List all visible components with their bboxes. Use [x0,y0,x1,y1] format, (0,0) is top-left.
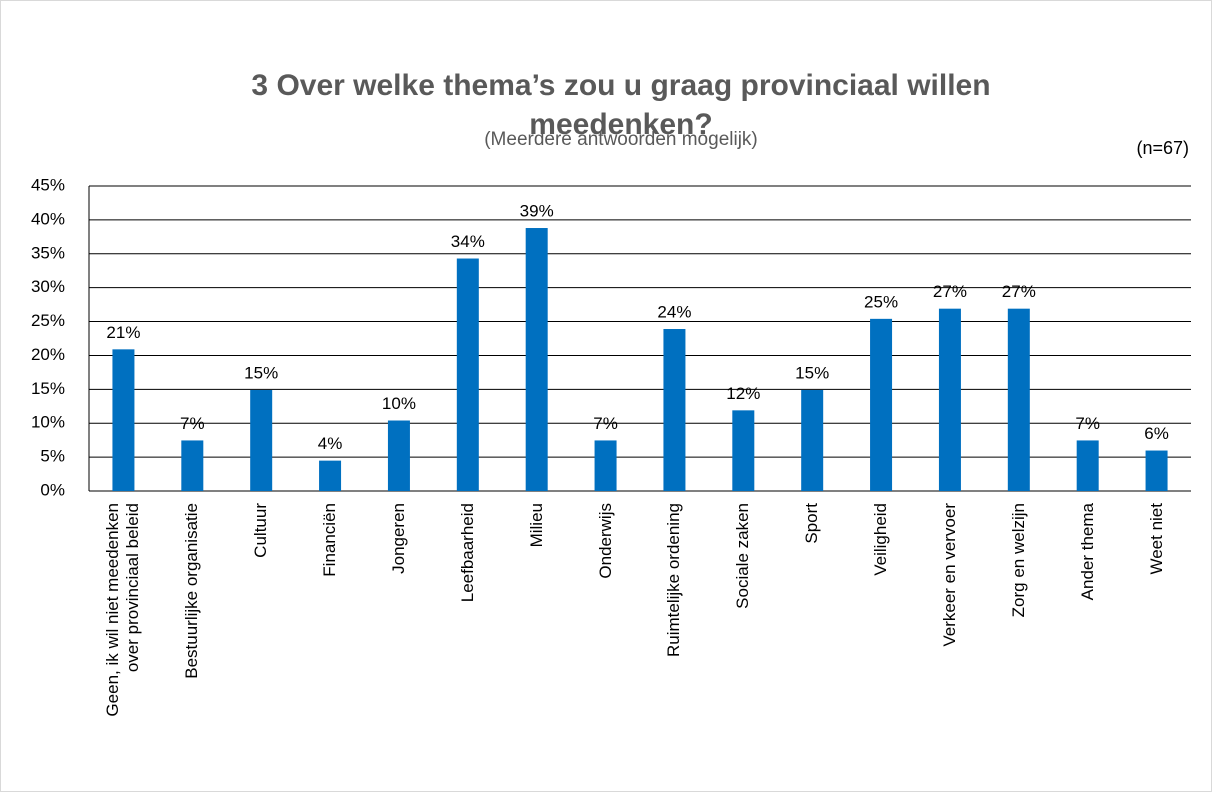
data-label: 24% [657,302,691,321]
data-label: 21% [106,323,140,342]
bar [870,318,893,491]
bar [732,410,755,491]
x-tick-label: Milieu [526,503,546,548]
x-tick-label: Ander thema [1077,503,1097,601]
x-tick-label: Zorg en welzijn [1008,503,1028,618]
x-tick-label: Bestuurlijke organisatie [182,503,202,679]
y-tick-label: 0% [40,480,65,499]
chart-title-line-2: meedenken? [529,108,712,141]
bar [1145,450,1168,491]
bar [319,460,342,491]
bar [525,228,548,491]
bar [1007,308,1030,491]
bar [938,308,961,491]
y-tick-label: 30% [31,277,65,296]
x-tick-label: Cultuur [251,503,271,558]
data-label: 15% [795,363,829,382]
data-label: 27% [933,282,967,301]
x-tick-label: Sport [802,503,822,544]
data-label: 6% [1144,424,1169,443]
bar [801,390,824,491]
bar [594,440,617,491]
bar [250,390,273,491]
x-tick-label: Geen, ik wil niet meedenken over provinc… [103,503,143,717]
data-label: 15% [244,363,278,382]
data-label: 7% [593,414,618,433]
bar [456,258,479,491]
y-tick-label: 35% [31,243,65,262]
x-tick-label: Veiligheid [871,503,891,576]
bar [387,420,410,491]
bar [663,329,686,491]
data-label: 27% [1002,282,1036,301]
data-label: 12% [726,384,760,403]
data-label: 7% [180,414,205,433]
y-tick-label: 40% [31,209,65,228]
x-tick-label: Leefbaarheid [457,503,477,603]
y-tick-label: 25% [31,311,65,330]
data-label: 25% [864,292,898,311]
x-tick-label: Onderwijs [595,503,615,579]
x-tick-label: Weet niet [1146,503,1166,575]
data-label: 7% [1075,414,1100,433]
data-label: 10% [382,394,416,413]
chart-title-line-1: 3 Over welke thema’s zou u graag provinc… [251,69,990,102]
x-tick-label: Ruimtelijke ordening [664,503,684,658]
x-tick-label: Sociale zaken [733,503,753,609]
y-tick-label: 5% [40,447,65,466]
y-tick-label: 45% [31,175,65,194]
data-label: 34% [451,232,485,251]
x-tick-label: Financiën [320,503,340,577]
y-tick-label: 20% [31,345,65,364]
x-tick-label: Jongeren [388,503,408,574]
bar [181,440,204,491]
x-tick-label: Verkeer en vervoer [939,503,959,647]
y-tick-label: 10% [31,413,65,432]
data-label: 4% [318,434,343,453]
chart-subtitle: (Meerdere antwoorden mogelijk) [484,129,758,150]
bar [1076,440,1099,491]
bar [112,349,135,491]
data-label: 39% [520,202,554,221]
y-tick-label: 15% [31,379,65,398]
sample-size: (n=67) [1136,138,1189,158]
